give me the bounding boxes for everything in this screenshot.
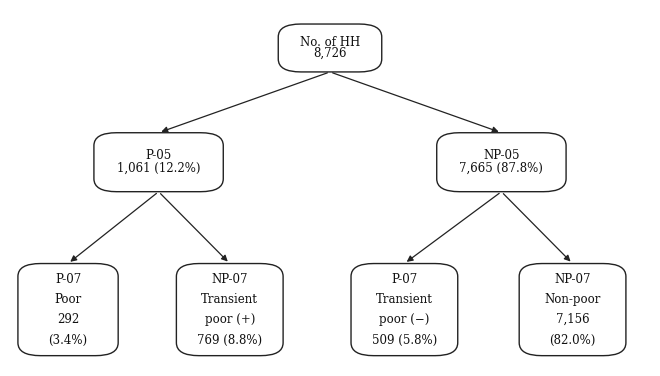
Text: No. of HH: No. of HH	[300, 36, 360, 49]
Text: P-07: P-07	[55, 273, 81, 286]
FancyBboxPatch shape	[94, 133, 223, 192]
FancyBboxPatch shape	[279, 24, 381, 72]
Text: (3.4%): (3.4%)	[48, 334, 88, 347]
Text: 292: 292	[57, 313, 79, 326]
FancyBboxPatch shape	[18, 264, 118, 356]
Text: 7,665 (87.8%): 7,665 (87.8%)	[459, 162, 543, 175]
FancyBboxPatch shape	[176, 264, 283, 356]
Text: P-05: P-05	[145, 149, 172, 162]
Text: 7,156: 7,156	[556, 313, 589, 326]
Text: 509 (5.8%): 509 (5.8%)	[372, 334, 437, 347]
Text: 1,061 (12.2%): 1,061 (12.2%)	[117, 162, 201, 175]
Text: Transient: Transient	[201, 293, 258, 306]
Text: Poor: Poor	[54, 293, 82, 306]
Text: Transient: Transient	[376, 293, 433, 306]
Text: P-07: P-07	[391, 273, 418, 286]
Text: NP-05: NP-05	[483, 149, 519, 162]
FancyBboxPatch shape	[437, 133, 566, 192]
Text: NP-07: NP-07	[211, 273, 248, 286]
FancyBboxPatch shape	[351, 264, 458, 356]
FancyBboxPatch shape	[519, 264, 626, 356]
Text: 769 (8.8%): 769 (8.8%)	[197, 334, 262, 347]
Text: 8,726: 8,726	[314, 47, 346, 60]
Text: (82.0%): (82.0%)	[549, 334, 596, 347]
Text: poor (−): poor (−)	[379, 313, 430, 326]
Text: Non-poor: Non-poor	[544, 293, 601, 306]
Text: NP-07: NP-07	[554, 273, 591, 286]
Text: poor (+): poor (+)	[205, 313, 255, 326]
